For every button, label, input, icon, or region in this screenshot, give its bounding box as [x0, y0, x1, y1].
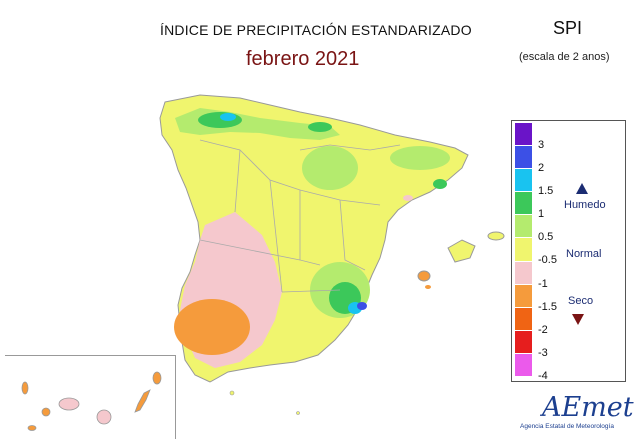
legend-color-3plus — [515, 123, 532, 146]
legend-class-normal: Normal — [566, 248, 602, 260]
lanzarote — [152, 371, 162, 385]
mallorca — [447, 239, 476, 263]
legend: 3 2 1.5 1 0.5 -0.5 -1 -1.5 -2 -3 -4 Hume… — [511, 120, 626, 382]
legend-tick: -3 — [538, 347, 548, 359]
cantabria-wet — [198, 112, 242, 128]
map-title: ÍNDICE DE PRECIPITACIÓN ESTANDARIZADO — [160, 22, 472, 38]
legend-tick: 1.5 — [538, 185, 554, 197]
pyrenees-green — [390, 146, 450, 170]
melilla — [296, 411, 300, 415]
tenerife — [58, 397, 80, 411]
legend-class-humid: Humedo — [564, 199, 606, 211]
la-palma — [21, 381, 29, 395]
legend-color-m3-m4 — [515, 354, 532, 377]
fuerteventura — [134, 389, 151, 413]
legend-tick: 2 — [538, 162, 545, 174]
legend-color-2-3 — [515, 146, 532, 169]
tarragona-dry — [403, 195, 413, 201]
legend-tick: -1 — [538, 278, 548, 290]
legend-color-1-5-2 — [515, 169, 532, 192]
ceuta — [229, 390, 235, 396]
legend-color-m1-5-m2 — [515, 308, 532, 331]
legend-tick: -2 — [538, 324, 548, 336]
legend-colorbar — [515, 123, 532, 377]
legend-class-dry: Seco — [568, 295, 594, 307]
humid-arrow-icon — [576, 183, 588, 194]
catalonia-green — [433, 179, 447, 189]
el-hierro — [27, 425, 37, 431]
formentera — [425, 285, 431, 289]
canary-inset-frame — [5, 355, 176, 439]
legend-color-normal — [515, 238, 532, 262]
legend-color-0-5-1 — [515, 215, 532, 238]
guadalquivir-dry — [174, 299, 250, 355]
alicante-wettest — [357, 302, 367, 310]
map-subtitle: febrero 2021 — [246, 48, 360, 70]
legend-tick: 1 — [538, 208, 545, 220]
index-scale: (escala de 2 anos) — [519, 51, 610, 63]
legend-tick: 3 — [538, 139, 545, 151]
menorca — [487, 231, 505, 241]
index-name: SPI — [553, 18, 583, 38]
legend-tick: 0.5 — [538, 231, 554, 243]
aemet-tagline: Agencia Estatal de Meteorología — [520, 423, 614, 430]
legend-tick: -1.5 — [538, 301, 557, 313]
dry-arrow-icon — [572, 314, 584, 325]
basque-wet — [308, 122, 332, 132]
aemet-logo: AEmet — [542, 392, 634, 423]
legend-color-m1-m1-5 — [515, 285, 532, 308]
cantabria-wetter — [220, 113, 236, 121]
legend-tick: -4 — [538, 370, 548, 382]
legend-color-m2-m3 — [515, 331, 532, 354]
legend-tick: -0.5 — [538, 254, 557, 266]
ibiza — [417, 270, 431, 282]
la-gomera — [41, 407, 51, 417]
legend-color-1-1-5 — [515, 192, 532, 215]
ebro-green — [302, 146, 358, 190]
region-borders — [199, 139, 401, 293]
legend-color-m0-5-m1 — [515, 262, 532, 285]
gran-canaria — [96, 409, 112, 425]
